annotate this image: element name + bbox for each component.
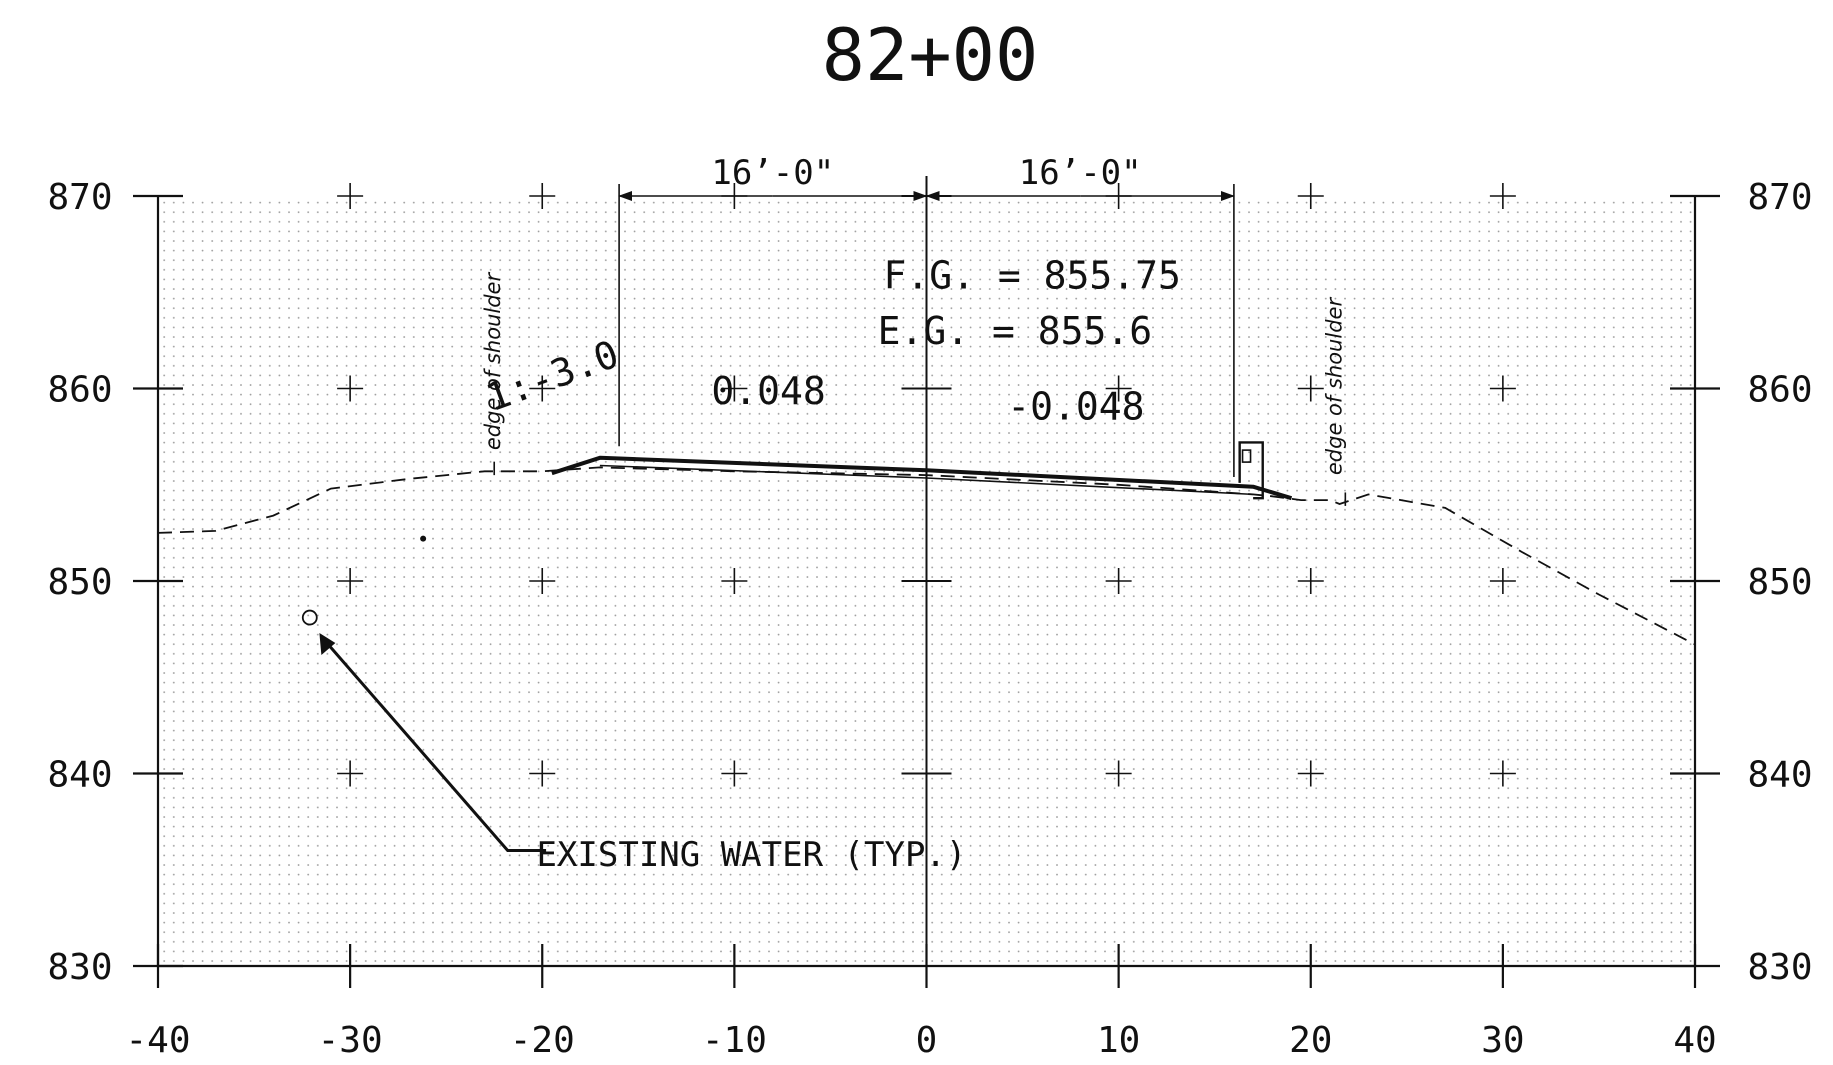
y-tick-label-left: 850 — [47, 562, 112, 603]
y-tick-label-right: 850 — [1747, 562, 1812, 603]
x-tick-label: 10 — [1097, 1020, 1140, 1060]
x-tick-label: 20 — [1289, 1020, 1332, 1060]
finished-grade-label: F.G. = 855.75 — [883, 253, 1180, 297]
water-marker — [301, 609, 318, 626]
x-tick-label: 0 — [916, 1020, 938, 1060]
x-tick-label: 40 — [1673, 1020, 1716, 1060]
existing-ground-line — [157, 466, 1696, 646]
water-leader-line — [322, 637, 547, 852]
survey-point — [420, 535, 427, 542]
section-features — [301, 184, 1347, 852]
x-tick-label: -20 — [510, 1020, 575, 1060]
x-tick-label: -40 — [125, 1020, 190, 1060]
shoulder-label-left: edge of shoulder — [481, 272, 505, 451]
y-tick-label-left: 830 — [47, 947, 112, 988]
water-callout-label: EXISTING WATER (TYP.) — [536, 835, 966, 875]
y-tick-label-right: 860 — [1747, 370, 1812, 411]
y-tick-label-left: 870 — [47, 177, 112, 218]
y-tick-label-right: 870 — [1747, 177, 1812, 218]
x-tick-label: -10 — [702, 1020, 767, 1060]
y-tick-label-left: 860 — [47, 370, 112, 411]
existing-grade-label: E.G. = 855.6 — [878, 309, 1153, 353]
water-leader-arrowhead — [319, 632, 336, 655]
curb-detail — [1241, 449, 1252, 463]
shoulder-label-right: edge of shoulder — [1322, 297, 1346, 476]
y-tick-label-left: 840 — [47, 755, 112, 796]
cross-slope-right-label: -0.048 — [1007, 384, 1144, 428]
tick-labels: 870 870 860 860 850 850 840 840 830 830 -40 -30 -20 -… — [47, 177, 1812, 1061]
dimension-label-right: 16’-0" — [1019, 153, 1142, 193]
cross-slope-left-label: 0.048 — [711, 369, 825, 413]
curb-outline — [1238, 441, 1264, 500]
series-lines — [157, 455, 1696, 646]
x-tick-label: -30 — [318, 1020, 383, 1060]
dimension-label-left: 16’-0" — [711, 153, 834, 193]
y-tick-label-right: 840 — [1747, 755, 1812, 796]
pavement-bottom-line — [599, 464, 1254, 496]
x-tick-label: 30 — [1481, 1020, 1524, 1060]
axes — [133, 176, 1720, 988]
section-title: 82+00 — [822, 13, 1039, 97]
y-tick-label-right: 830 — [1747, 947, 1812, 988]
finished-grade-line — [551, 455, 1293, 501]
